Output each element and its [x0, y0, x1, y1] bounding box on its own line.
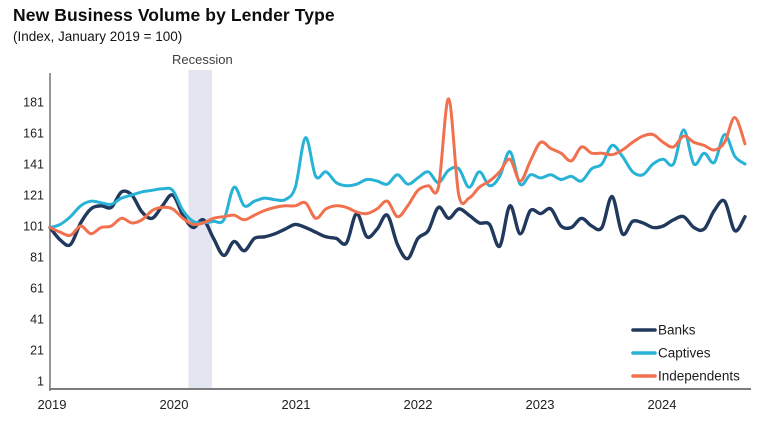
series-lines [48, 97, 747, 261]
x-tick-label: 2020 [160, 397, 189, 412]
x-tick-label: 2022 [404, 397, 433, 412]
y-tick-label: 101 [23, 220, 44, 234]
y-tick-label: 181 [23, 96, 44, 110]
x-axis-labels: 2019 2020 2021 2022 2023 2024 [38, 397, 677, 412]
legend-item-independents: Independents [631, 369, 740, 384]
x-tick-label: 2024 [648, 397, 677, 412]
y-tick-label: 161 [23, 127, 44, 141]
y-tick-label: 41 [30, 313, 44, 327]
recession-band [188, 70, 212, 388]
y-tick-label: 21 [30, 344, 44, 358]
legend: Banks Captives Independents [631, 323, 740, 384]
y-axis-labels: 1 21 41 61 81 101 121 141 161 181 [23, 96, 44, 389]
legend-label-captives: Captives [658, 346, 711, 361]
legend-label-banks: Banks [658, 323, 696, 338]
y-tick-label: 141 [23, 158, 44, 172]
y-tick-label: 61 [30, 282, 44, 296]
legend-label-independents: Independents [658, 369, 740, 384]
legend-item-banks: Banks [631, 323, 696, 338]
y-tick-label: 121 [23, 189, 44, 203]
y-tick-label: 1 [37, 375, 44, 389]
legend-item-captives: Captives [631, 346, 711, 361]
y-tick-label: 81 [30, 251, 44, 265]
recession-label: Recession [172, 52, 233, 67]
x-tick-label: 2023 [526, 397, 555, 412]
x-tick-label: 2019 [38, 397, 67, 412]
line-independents [48, 97, 747, 238]
line-captives [48, 128, 747, 229]
page-title: New Business Volume by Lender Type [13, 5, 335, 25]
x-tick-label: 2021 [282, 397, 311, 412]
page-subtitle: (Index, January 2019 = 100) [13, 29, 183, 44]
line-banks [48, 189, 747, 261]
